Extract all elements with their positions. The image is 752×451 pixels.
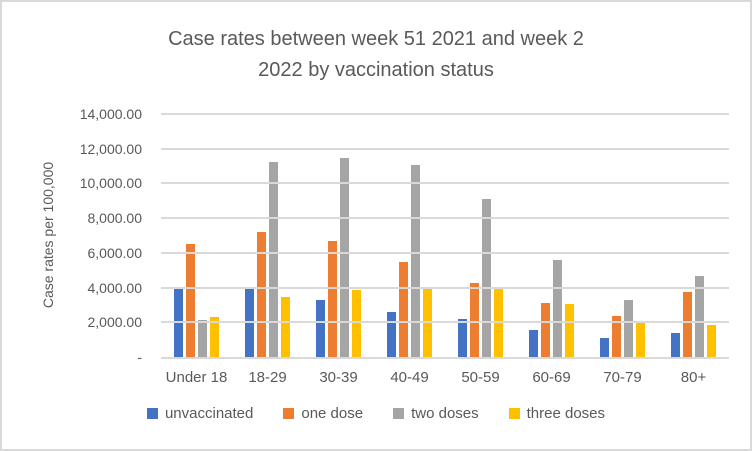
gridline-14000: [161, 113, 729, 115]
gridline-12000: [161, 147, 729, 150]
bar-two-doses-40-49: [411, 165, 420, 357]
bar-two-doses-80-: [695, 275, 704, 357]
bar-two-doses-70-79: [624, 300, 633, 357]
x-axis-label-70-79: 70-79: [603, 369, 642, 386]
chart-title-line2: 2022 by vaccination status: [258, 59, 494, 81]
legend: unvaccinated one dose two doses three doses: [2, 405, 750, 422]
bar-two-doses-30-39: [340, 158, 349, 357]
legend-item-two-doses: two doses: [393, 405, 479, 422]
y-tick-label: 4,000.00: [87, 279, 143, 296]
bar-group-30-39: [303, 114, 374, 357]
bar-unvaccinated-30-39: [316, 299, 325, 357]
bar-one-dose-80-: [683, 292, 692, 357]
x-axis-label-60-69: 60-69: [532, 369, 571, 386]
legend-label: two doses: [411, 405, 479, 422]
x-axis-label-30-39: 30-39: [319, 369, 358, 386]
y-tick-label: 8,000.00: [87, 210, 143, 227]
bar-three-doses-under-18: [210, 317, 219, 357]
bar-three-doses-80-: [707, 324, 716, 357]
bar-unvaccinated-40-49: [387, 311, 396, 357]
legend-swatch-icon: [283, 408, 295, 419]
x-axis-label-50-59: 50-59: [461, 369, 500, 386]
gridline-8000: [161, 217, 729, 220]
bar-two-doses-under-18: [198, 319, 207, 357]
gridline-10000: [161, 182, 729, 185]
bar-one-dose-60-69: [541, 303, 550, 357]
x-axis-label-80-: 80+: [680, 369, 707, 386]
y-tick-label: 6,000.00: [87, 244, 143, 261]
chart-title-line1: Case rates between week 51 2021 and week…: [168, 28, 584, 50]
bar-unvaccinated-60-69: [529, 329, 538, 357]
bar-group-80-: [658, 114, 729, 357]
legend-label: three doses: [526, 405, 606, 422]
bar-three-doses-70-79: [636, 321, 645, 357]
y-tick-label: 14,000.00: [79, 106, 142, 122]
legend-label: unvaccinated: [164, 405, 254, 422]
bar-unvaccinated-50-59: [458, 318, 467, 357]
bar-two-doses-60-69: [553, 260, 562, 357]
y-tick-label: 2,000.00: [87, 314, 143, 331]
x-axis-label-18-29: 18-29: [248, 369, 287, 386]
gridline-6000: [161, 251, 729, 254]
bar-one-dose-under-18: [186, 244, 195, 357]
x-axis-label-under-18: Under 18: [165, 369, 228, 386]
chart-title: Case rates between week 51 2021 and week…: [2, 24, 750, 86]
x-axis-labels: Under 18 18-29 30-39 40-49 50-59 60-69 70-79 80…: [161, 368, 729, 388]
x-axis-label-40-49: 40-49: [390, 369, 429, 386]
legend-item-one-dose: one dose: [283, 405, 363, 422]
bar-one-dose-40-49: [399, 261, 408, 357]
legend-label: one dose: [301, 405, 364, 422]
legend-item-three-doses: three doses: [508, 405, 606, 422]
y-tick-label: 12,000.00: [79, 140, 142, 157]
bar-three-doses-60-69: [565, 303, 574, 357]
bar-two-doses-50-59: [482, 199, 491, 357]
legend-swatch-icon: [508, 408, 520, 419]
bar-one-dose-50-59: [470, 282, 479, 357]
bar-one-dose-70-79: [612, 316, 621, 357]
gridline-4000: [161, 286, 729, 289]
bar-one-dose-18-29: [257, 232, 266, 357]
bar-two-doses-18-29: [269, 161, 278, 357]
y-tick-label: -: [137, 349, 142, 365]
bar-three-doses-30-39: [352, 289, 361, 357]
y-tick-label: 10,000.00: [79, 175, 142, 192]
legend-item-unvaccinated: unvaccinated: [146, 405, 254, 422]
bar-group-60-69: [516, 114, 587, 357]
bar-group-70-79: [587, 114, 658, 357]
bar-one-dose-30-39: [328, 240, 337, 357]
gridline-2000: [161, 321, 729, 324]
bar-three-doses-18-29: [281, 297, 290, 357]
bar-unvaccinated-80-: [671, 332, 680, 357]
legend-swatch-icon: [146, 408, 158, 419]
plot-area: [161, 113, 729, 359]
y-axis-ticks: 14,000.00 12,000.00 10,000.00 8,000.00 6,000…: [2, 106, 143, 365]
legend-swatch-icon: [393, 408, 405, 419]
bar-unvaccinated-70-79: [600, 337, 609, 357]
